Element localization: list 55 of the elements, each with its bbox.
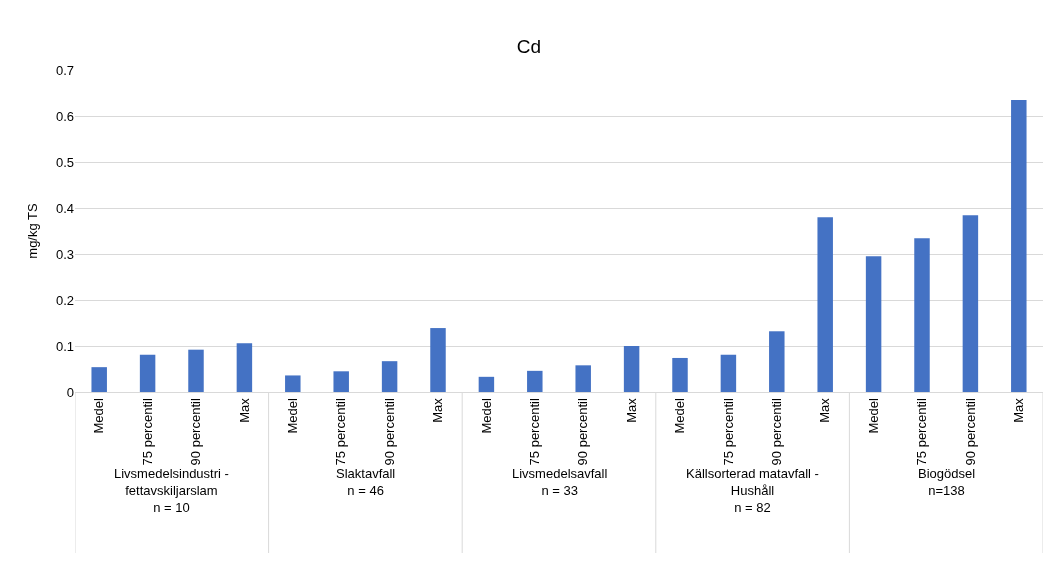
- bar: [914, 238, 930, 392]
- bar: [91, 367, 107, 392]
- bar: [817, 217, 833, 392]
- bar: [865, 256, 882, 392]
- bar: [381, 361, 398, 392]
- y-tick-label: 0.3: [55, 246, 74, 262]
- y-tick-label: 0.7: [55, 62, 74, 78]
- x-tick-label: 75 percentil: [914, 398, 930, 466]
- y-tick-label: 0.4: [55, 200, 74, 216]
- text: Livsmedelsindustri - fettavskiljarslam n = 10: [114, 466, 229, 515]
- y-tick-label: 0: [66, 384, 74, 400]
- y-tick-label: 0.2: [55, 292, 74, 308]
- x-tick-label: 90 percentil: [381, 398, 397, 466]
- bar: [333, 371, 349, 392]
- y-axis-title: mg/kg TS: [24, 202, 40, 259]
- bar: [478, 376, 495, 392]
- y-tick-label: 0.6: [55, 108, 74, 124]
- x-tick-label: Medel: [91, 398, 107, 434]
- x-tick-label: 75 percentil: [527, 398, 543, 466]
- x-tick-label: Medel: [478, 398, 494, 434]
- x-tick-label: 75 percentil: [333, 398, 349, 466]
- text: Livsmedelsavfall n = 33: [512, 466, 608, 498]
- x-tick-label: 90 percentil: [188, 398, 204, 466]
- x-tick-label: Medel: [285, 398, 301, 434]
- chart-title: Cd: [516, 35, 542, 57]
- text: Biogödsel n=138: [918, 466, 976, 498]
- bar: [962, 215, 979, 392]
- x-tick-label: Medel: [672, 398, 688, 434]
- x-tick-label: Max: [817, 397, 833, 423]
- x-tick-label: Max: [236, 397, 252, 423]
- x-tick-label: Max: [430, 397, 446, 423]
- y-tick-label: 0.5: [55, 154, 74, 170]
- x-tick-label: Max: [623, 397, 639, 423]
- text: Slaktavfall n = 46: [336, 466, 396, 498]
- bar: [1011, 99, 1027, 392]
- bar: [236, 343, 253, 392]
- bar: [769, 331, 785, 392]
- x-tick-label: Max: [1011, 397, 1027, 423]
- x-tick-label: 75 percentil: [139, 398, 155, 466]
- x-tick-label: 90 percentil: [769, 398, 785, 466]
- bar: [672, 357, 688, 392]
- bar: [720, 354, 737, 392]
- bar: [623, 346, 640, 392]
- bar: [285, 375, 301, 392]
- text: Källsorterad matavfall - Hushåll n = 82: [686, 466, 819, 515]
- x-tick-label: 90 percentil: [962, 398, 978, 466]
- x-tick-label: 90 percentil: [575, 398, 591, 466]
- x-tick-label: 75 percentil: [720, 398, 736, 466]
- x-tick-label: Medel: [865, 398, 881, 434]
- bar: [139, 354, 156, 392]
- bar: [575, 365, 591, 392]
- bar: [527, 370, 543, 392]
- bar: [188, 349, 204, 392]
- y-tick-label: 0.1: [55, 338, 74, 354]
- bar: [430, 328, 446, 392]
